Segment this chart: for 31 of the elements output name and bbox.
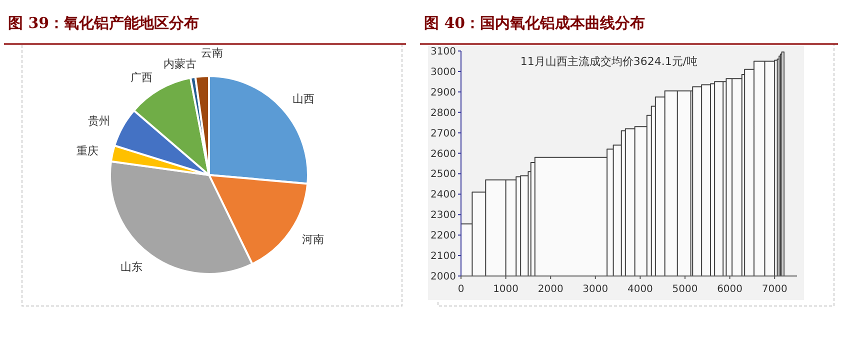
slice-label: 山西 (292, 92, 314, 106)
x-tick-label: 2000 (538, 284, 564, 295)
y-tick-label: 3100 (430, 46, 456, 58)
slice-label: 山东 (120, 260, 143, 274)
y-tick-label: 3000 (430, 66, 456, 78)
slice-label: 云南 (201, 46, 224, 60)
y-tick-label: 2600 (430, 148, 456, 160)
y-tick-label: 2200 (430, 230, 456, 242)
y-tick-label: 2800 (430, 108, 456, 119)
x-tick-label: 1000 (493, 284, 519, 295)
x-tick-label: 5000 (672, 284, 698, 295)
y-tick-label: 2400 (430, 190, 456, 201)
y-tick-label: 2700 (430, 128, 456, 140)
x-tick-label: 4000 (627, 284, 653, 295)
slice-label: 内蒙古 (164, 58, 197, 71)
y-tick-label: 2000 (430, 272, 456, 282)
x-tick-label: 6000 (717, 284, 743, 295)
slice-label: 贵州 (88, 114, 110, 128)
chart-title: 图 39：氧化铝产能地区分布 (8, 14, 200, 32)
x-tick-label: 7000 (762, 284, 788, 295)
y-tick-label: 2100 (430, 251, 456, 262)
slice-label: 重庆 (76, 144, 99, 158)
slice-label: 广西 (130, 71, 152, 84)
y-tick-label: 2900 (430, 87, 456, 98)
y-tick-label: 2300 (430, 210, 456, 222)
annotation: 11月山西主流成交均价3624.1元/吨 (520, 55, 698, 68)
x-tick-label: 0 (458, 284, 464, 295)
slice-label: 河南 (302, 233, 324, 246)
x-tick-label: 3000 (582, 284, 608, 295)
chart-title: 图 40：国内氧化铝成本曲线分布 (424, 14, 646, 32)
y-tick-label: 2500 (430, 169, 456, 180)
